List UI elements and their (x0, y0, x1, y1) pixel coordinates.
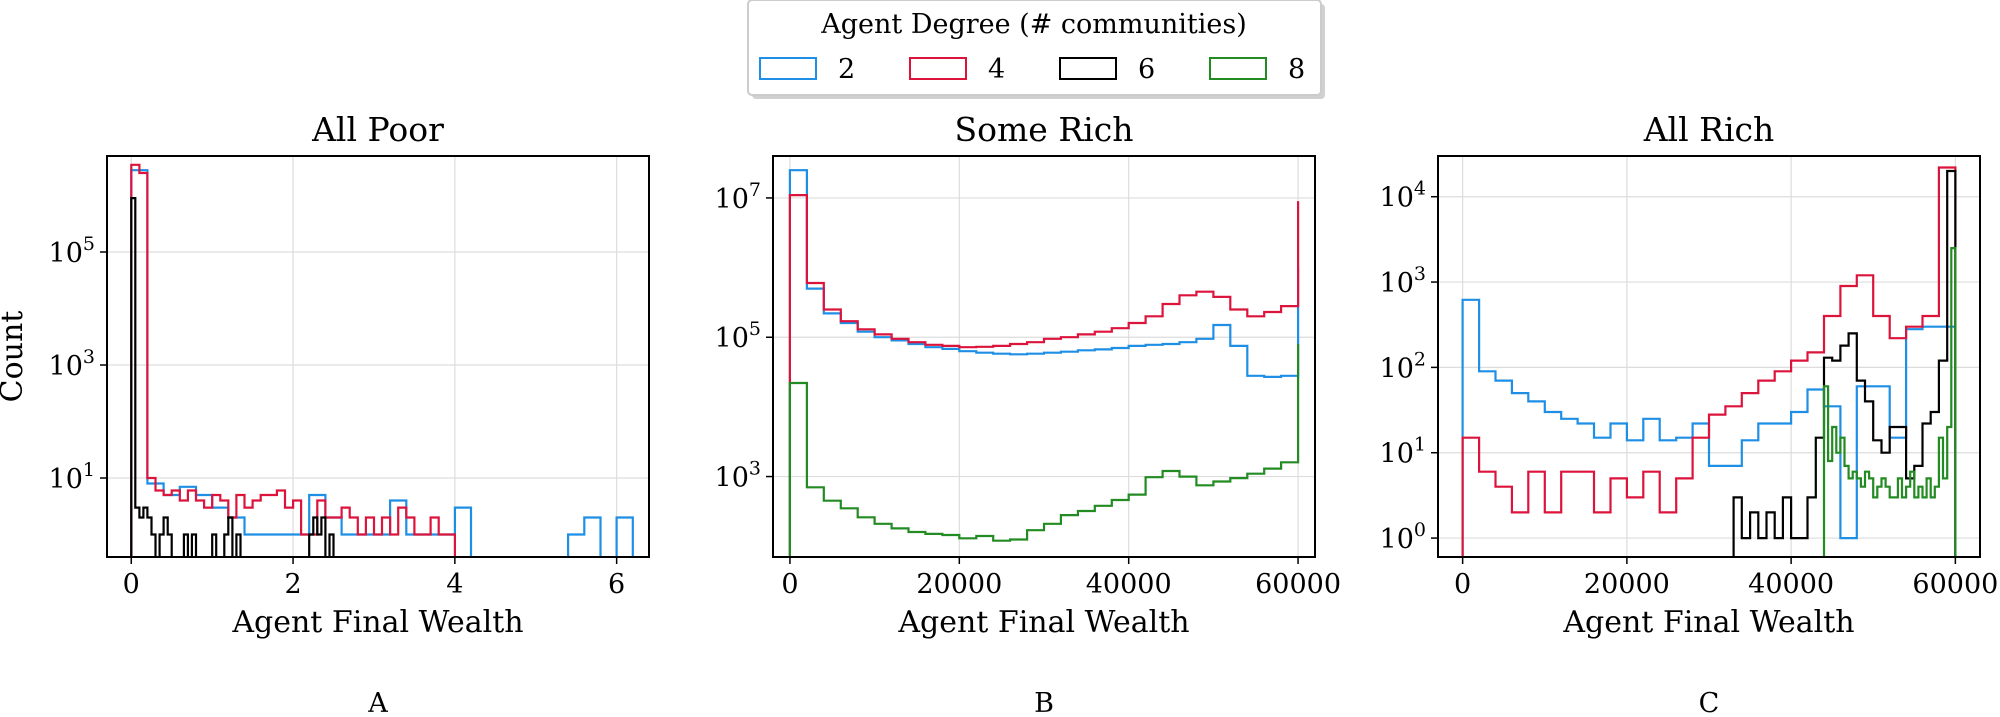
x-tick-label: 0 (123, 569, 140, 600)
series-8-histogram (788, 344, 1300, 557)
series-group (1461, 166, 1957, 557)
legend-label: 4 (988, 54, 1005, 85)
x-tick-label: 60000 (1255, 569, 1341, 600)
plot-frame (772, 155, 1316, 558)
x-tick-label: 0 (781, 569, 798, 600)
legend-entry: 2 (759, 54, 855, 85)
chart-panel: 0 2 4 6 101 103 105 All Poor Agent Final Wealth C… (0, 110, 650, 717)
x-axis-label: Agent Final Wealth (1562, 605, 1854, 640)
series-4-histogram (788, 194, 1300, 557)
x-tick-label: 40000 (1086, 569, 1172, 600)
y-tick-label: 105 (49, 233, 95, 269)
series-4-histogram (130, 163, 456, 557)
y-tick-label: 103 (1380, 263, 1426, 299)
legend-swatch (1209, 57, 1267, 80)
x-tick-label: 0 (1454, 569, 1471, 600)
legend-title: Agent Degree (# communities) (820, 9, 1247, 40)
series-6-histogram (1732, 169, 1957, 557)
x-tick-label: 60000 (1912, 569, 1998, 600)
legend-swatch (759, 57, 817, 80)
legend: Agent Degree (# communities) 2 4 6 8 (747, 0, 1325, 99)
legend-entry: 4 (909, 54, 1005, 85)
y-tick-label: 107 (715, 179, 761, 215)
x-tick-label: 40000 (1748, 569, 1834, 600)
panel-label: C (1699, 688, 1720, 717)
legend-swatch (1059, 57, 1117, 80)
panel-title: All Rich (1643, 110, 1775, 149)
y-tick-label: 103 (49, 346, 95, 382)
y-tick-label: 104 (1380, 178, 1426, 214)
panel-label: A (367, 688, 388, 717)
series-group (788, 169, 1300, 557)
panel-label: B (1034, 688, 1054, 717)
y-tick-label: 105 (715, 318, 761, 354)
y-tick-label: 103 (715, 458, 761, 494)
x-tick-label: 4 (446, 569, 463, 600)
legend-entry: 8 (1209, 54, 1305, 85)
series-group (130, 163, 634, 557)
plot-frame (106, 155, 650, 558)
x-tick-label: 2 (284, 569, 301, 600)
y-tick-label: 101 (1380, 434, 1426, 470)
y-tick-label: 100 (1380, 519, 1426, 555)
x-tick-label: 6 (608, 569, 625, 600)
y-axis-label: Count (0, 311, 30, 403)
series-8-histogram (1822, 247, 1957, 557)
chart-panel: 0 20000 40000 60000 100 101 102 103 104 All Rich A… (1380, 110, 1999, 717)
x-axis-label: Agent Final Wealth (897, 605, 1189, 640)
plot-frame (1437, 155, 1981, 558)
x-axis-label: Agent Final Wealth (231, 605, 523, 640)
chart-panel: 0 20000 40000 60000 103 105 107 Some Rich Agent … (715, 110, 1341, 717)
y-tick-label: 101 (49, 459, 95, 495)
legend-label: 2 (838, 54, 855, 85)
x-tick-label: 20000 (1584, 569, 1670, 600)
panel-title: All Poor (311, 110, 444, 149)
legend-swatch (909, 57, 967, 80)
legend-label: 6 (1138, 54, 1155, 85)
y-tick-label: 102 (1380, 348, 1426, 384)
legend-label: 8 (1288, 54, 1305, 85)
legend-entry: 6 (1059, 54, 1155, 85)
series-4-histogram (1461, 166, 1957, 557)
panel-title: Some Rich (955, 110, 1134, 149)
x-tick-label: 20000 (916, 569, 1002, 600)
